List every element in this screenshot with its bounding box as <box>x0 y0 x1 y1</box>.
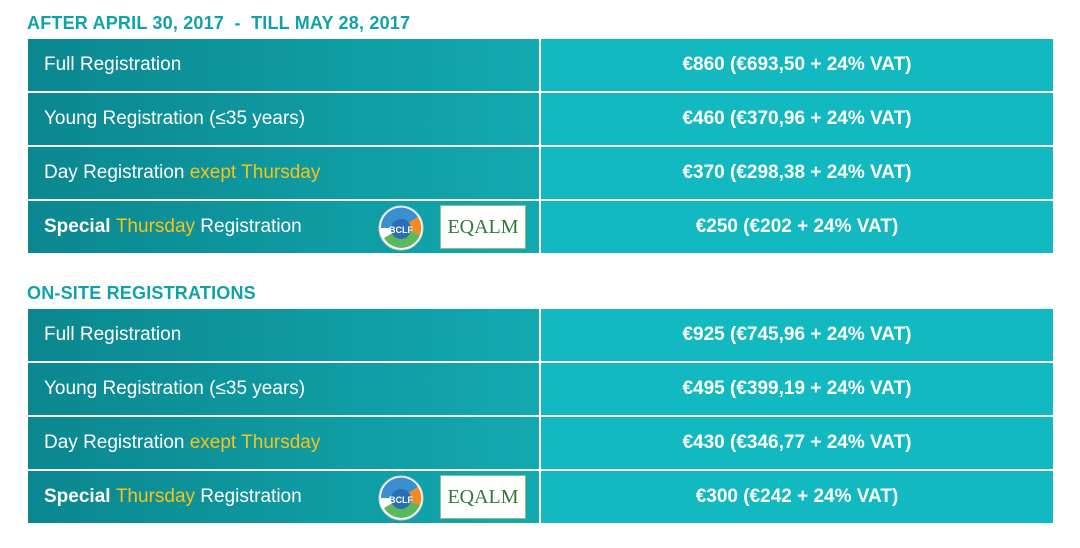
label-cell: Special Thursday Registration BCLF EQALM <box>27 200 540 254</box>
eqalm-logo: EQALM <box>440 475 526 519</box>
table-row: Day Registration exept Thursday €370 (€29… <box>27 146 1054 200</box>
label-part: Thursday <box>115 216 196 237</box>
price-cell: €370 (€298,38 + 24% VAT) <box>540 146 1054 200</box>
label-part: Registration <box>195 486 302 507</box>
price-cell: €495 (€399,19 + 24% VAT) <box>540 362 1054 416</box>
label-part: Thursday <box>115 486 196 507</box>
label-part: Young Registration (≤35 years) <box>44 108 306 129</box>
price-cell: €430 (€346,77 + 24% VAT) <box>540 416 1054 470</box>
label-cell: Full Registration <box>27 308 540 362</box>
label-cell: Young Registration (≤35 years) <box>27 92 540 146</box>
table-row: Full Registration €925 (€745,96 + 24% VAT… <box>27 308 1054 362</box>
price-cell: €300 (€242 + 24% VAT) <box>540 470 1054 524</box>
price-cell: €250 (€202 + 24% VAT) <box>540 200 1054 254</box>
pricing: AFTER APRIL 30, 2017 - TILL MAY 28, 2017… <box>0 8 1080 524</box>
price-cell: €860 (€693,50 + 24% VAT) <box>540 38 1054 92</box>
bclf-logo: BCLF <box>378 475 424 527</box>
label-part: Day Registration <box>44 432 190 453</box>
label-part: exept Thursday <box>189 162 321 183</box>
label-cell: Special Thursday Registration BCLF EQALM <box>27 470 540 524</box>
label-part: Full Registration <box>44 54 182 75</box>
logo-text: BCLF <box>389 495 413 505</box>
table-row: Full Registration €860 (€693,50 + 24% VAT… <box>27 38 1054 92</box>
label-part: Special <box>44 216 116 237</box>
table-row: Special Thursday Registration BCLF EQALM €2… <box>27 200 1054 254</box>
bclf-icon: BCLF <box>378 205 424 251</box>
label-part: Day Registration <box>44 162 190 183</box>
logo-text: BCLF <box>389 225 413 235</box>
section-heading: AFTER APRIL 30, 2017 - TILL MAY 28, 2017 <box>27 13 411 33</box>
label-part: Young Registration (≤35 years) <box>44 378 306 399</box>
label-part: Full Registration <box>44 324 182 345</box>
section-heading: ON-SITE REGISTRATIONS <box>27 283 256 303</box>
price-table: Full Registration €925 (€745,96 + 24% VAT… <box>27 308 1054 524</box>
bclf-icon: BCLF <box>378 475 424 521</box>
price-table: Full Registration €860 (€693,50 + 24% VAT… <box>27 38 1054 254</box>
bclf-logo: BCLF <box>378 205 424 257</box>
table-row: Young Registration (≤35 years) €460 (€370… <box>27 92 1054 146</box>
label-cell: Full Registration <box>27 38 540 92</box>
price-cell: €925 (€745,96 + 24% VAT) <box>540 308 1054 362</box>
label-part: Registration <box>195 216 302 237</box>
label-part: Special <box>44 486 116 507</box>
label-cell: Young Registration (≤35 years) <box>27 362 540 416</box>
price-cell: €460 (€370,96 + 24% VAT) <box>540 92 1054 146</box>
label-part: exept Thursday <box>189 432 321 453</box>
table-row: Day Registration exept Thursday €430 (€34… <box>27 416 1054 470</box>
table-row: Special Thursday Registration BCLF EQALM €3… <box>27 470 1054 524</box>
label-cell: Day Registration exept Thursday <box>27 146 540 200</box>
eqalm-logo: EQALM <box>440 205 526 249</box>
table-row: Young Registration (≤35 years) €495 (€399… <box>27 362 1054 416</box>
label-cell: Day Registration exept Thursday <box>27 416 540 470</box>
